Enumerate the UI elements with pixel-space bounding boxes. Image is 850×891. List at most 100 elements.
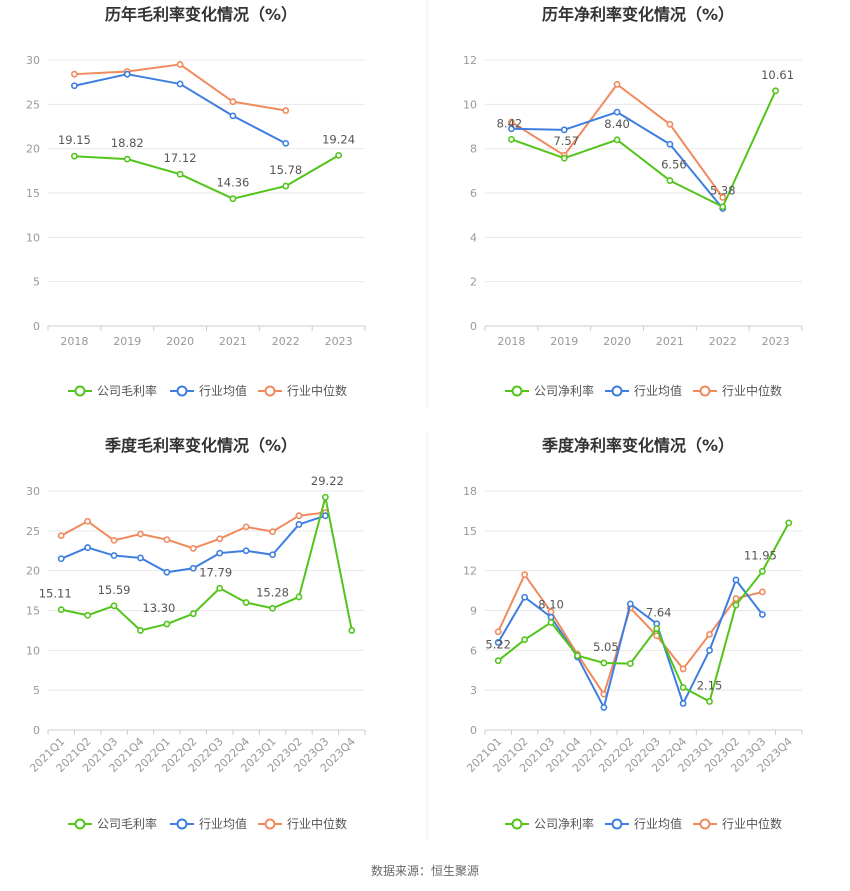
data-label: 8.10 bbox=[538, 597, 564, 611]
data-point bbox=[719, 194, 727, 201]
legend-label: 行业中位数 bbox=[287, 816, 347, 831]
data-point bbox=[57, 555, 65, 563]
data-point bbox=[732, 601, 740, 609]
data-label: 17.12 bbox=[164, 151, 197, 165]
data-point bbox=[732, 576, 740, 584]
data-point bbox=[189, 610, 197, 618]
data-point bbox=[706, 631, 713, 638]
data-point bbox=[508, 135, 515, 143]
y-tick-label: 2 bbox=[470, 276, 477, 289]
data-point bbox=[84, 544, 92, 551]
data-source-note: 数据来源：恒生聚源 bbox=[371, 863, 479, 878]
data-point bbox=[679, 665, 687, 673]
legend-swatch-marker bbox=[176, 818, 188, 830]
legend-swatch-marker bbox=[264, 818, 276, 830]
data-label: 7.64 bbox=[646, 606, 672, 620]
data-label: 5.22 bbox=[485, 638, 511, 652]
legend-label: 行业中位数 bbox=[287, 383, 347, 398]
y-tick-label: 5 bbox=[33, 684, 40, 697]
data-point bbox=[110, 552, 118, 559]
data-point bbox=[758, 611, 766, 618]
y-tick-label: 12 bbox=[463, 54, 477, 67]
data-label: 14.36 bbox=[216, 176, 249, 190]
y-tick-label: 10 bbox=[463, 98, 477, 111]
data-point bbox=[666, 177, 674, 184]
data-point bbox=[600, 659, 608, 667]
y-tick-label: 9 bbox=[470, 605, 477, 618]
data-point bbox=[110, 536, 118, 544]
data-point bbox=[123, 155, 131, 163]
y-tick-label: 30 bbox=[26, 485, 40, 498]
legend-label: 公司毛利率 bbox=[97, 816, 157, 831]
data-point bbox=[626, 660, 634, 668]
data-point bbox=[71, 70, 78, 78]
data-point bbox=[269, 604, 276, 612]
data-label: 15.11 bbox=[39, 587, 72, 601]
data-point bbox=[176, 170, 184, 178]
series-line bbox=[60, 496, 353, 632]
data-point bbox=[242, 523, 250, 531]
data-point bbox=[521, 593, 529, 601]
y-tick-label: 6 bbox=[470, 187, 477, 200]
data-point bbox=[57, 532, 65, 540]
y-tick-label: 30 bbox=[26, 54, 40, 67]
data-point bbox=[335, 152, 342, 159]
data-point bbox=[71, 82, 78, 90]
x-tick-label: 2020 bbox=[603, 335, 631, 348]
data-point bbox=[110, 602, 118, 610]
data-point bbox=[189, 544, 197, 552]
data-point bbox=[613, 136, 621, 144]
x-tick-label: 2023 bbox=[325, 335, 353, 348]
x-tick-label: 2019 bbox=[113, 335, 141, 348]
y-tick-label: 0 bbox=[470, 320, 477, 333]
legend-swatch-marker bbox=[264, 385, 276, 397]
data-point bbox=[613, 80, 621, 88]
data-label: 17.79 bbox=[199, 565, 232, 579]
data-point bbox=[269, 551, 276, 559]
data-point bbox=[758, 567, 766, 575]
data-label: 7.57 bbox=[553, 134, 579, 148]
data-point bbox=[706, 646, 713, 654]
x-tick-label: 2020 bbox=[166, 335, 194, 348]
chart-title: 季度净利率变化情况（%） bbox=[541, 436, 734, 455]
data-point bbox=[137, 627, 144, 634]
data-point bbox=[295, 512, 303, 520]
data-label: 11.95 bbox=[744, 548, 777, 562]
y-tick-label: 4 bbox=[470, 231, 477, 244]
series-line bbox=[497, 522, 790, 703]
y-tick-label: 6 bbox=[470, 644, 477, 657]
x-tick-label: 2021 bbox=[656, 335, 684, 348]
data-point bbox=[758, 588, 766, 596]
y-tick-label: 15 bbox=[26, 605, 40, 618]
data-point bbox=[84, 517, 92, 525]
data-label: 8.42 bbox=[497, 116, 523, 130]
data-point bbox=[521, 636, 529, 644]
x-tick-label: 2019 bbox=[550, 335, 578, 348]
data-point bbox=[216, 549, 224, 557]
data-label: 15.28 bbox=[256, 585, 289, 599]
data-point bbox=[269, 528, 276, 536]
y-tick-label: 5 bbox=[33, 276, 40, 289]
data-point bbox=[574, 652, 581, 660]
legend-swatch-marker bbox=[611, 385, 623, 397]
data-point bbox=[189, 564, 197, 572]
x-tick-label: 2021 bbox=[219, 335, 247, 348]
chart-annual-net-margin: 历年净利率变化情况（%） 0 2 4 6 8 10 12 2018 2019 2020 2021 202… bbox=[463, 5, 803, 398]
series-line bbox=[497, 573, 763, 696]
legend-swatch-marker bbox=[74, 385, 86, 397]
data-point bbox=[508, 118, 515, 126]
data-label: 8.40 bbox=[604, 117, 630, 131]
legend-swatch-marker bbox=[511, 385, 523, 397]
y-tick-label: 3 bbox=[470, 684, 477, 697]
data-label: 15.78 bbox=[269, 163, 302, 177]
data-label: 19.15 bbox=[58, 133, 91, 147]
data-label: 19.24 bbox=[322, 132, 355, 146]
data-point bbox=[494, 657, 502, 665]
data-point bbox=[137, 530, 144, 538]
legend-label: 行业均值 bbox=[199, 816, 247, 831]
y-tick-label: 25 bbox=[26, 525, 40, 538]
data-point bbox=[560, 126, 568, 134]
data-point bbox=[216, 584, 224, 592]
legend-label: 行业均值 bbox=[634, 383, 682, 398]
